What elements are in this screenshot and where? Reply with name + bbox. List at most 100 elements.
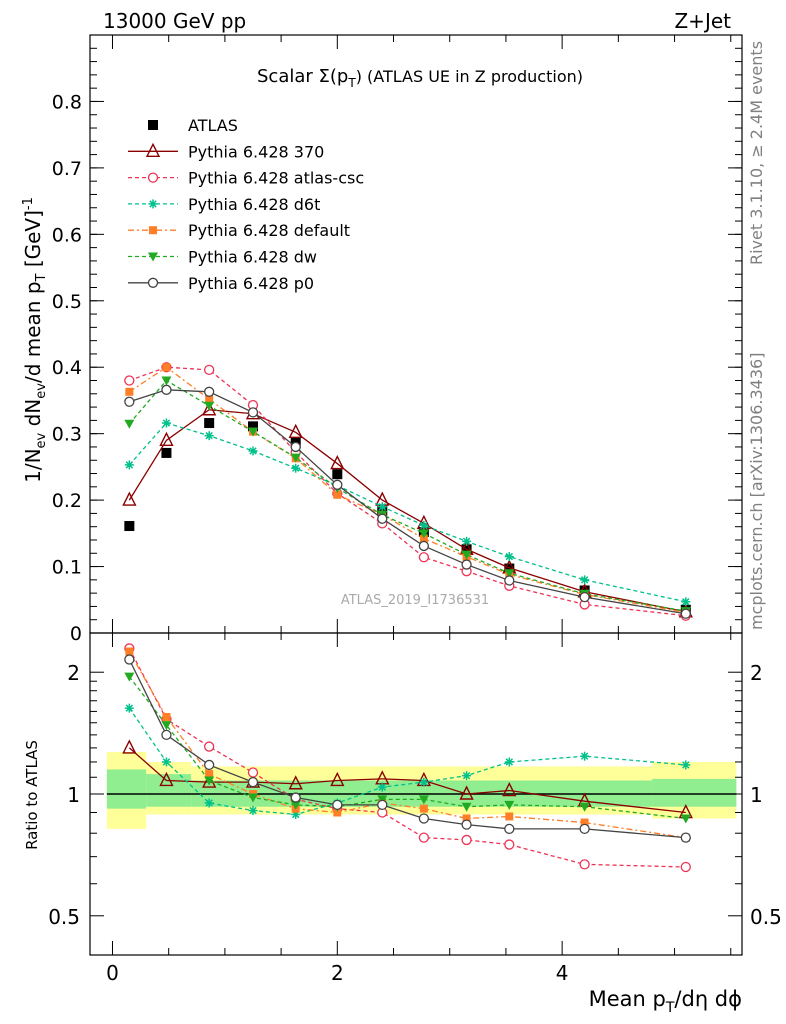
data-point	[205, 395, 214, 404]
main-ytick-label: 0.4	[52, 357, 82, 379]
main-ytick-label: 0.6	[52, 224, 82, 246]
data-point	[504, 552, 514, 562]
ratio-point	[204, 776, 215, 786]
series-5	[124, 376, 691, 617]
main-title: Scalar Σ(pT) (ATLAS UE in Z production)	[257, 66, 583, 90]
ratio-point	[461, 802, 472, 812]
header-left: 13000 GeV pp	[103, 9, 246, 33]
title-part-b: ) (ATLAS UE in Z production)	[356, 67, 583, 86]
main-series	[122, 362, 693, 621]
ratio-point	[502, 781, 517, 797]
main-ytick-label: 0.8	[52, 91, 82, 113]
data-point	[124, 521, 135, 532]
rivet-label: Rivet 3.1.10, ≥ 2.4M events	[747, 41, 766, 265]
ratio-point	[161, 729, 172, 741]
data-point	[288, 423, 303, 439]
ratio-point	[462, 771, 472, 781]
ratio-point	[330, 771, 345, 787]
data-point	[419, 534, 428, 543]
legend-entry: Pythia 6.428 dw	[128, 248, 317, 267]
ratio-point	[204, 741, 215, 752]
xlabel-t: T	[665, 1000, 675, 1016]
ratio-point	[580, 751, 590, 761]
ratio-line	[128, 648, 686, 868]
ratio-point	[205, 770, 214, 779]
ratio-point	[248, 806, 258, 816]
series-0	[124, 418, 691, 615]
data-point	[204, 431, 214, 441]
ratio-series-2	[124, 703, 691, 819]
data-point	[161, 376, 172, 386]
ratio-y-axis-label: Ratio to ATLAS	[23, 740, 41, 850]
main-ytick-label: 0.2	[52, 490, 82, 512]
ratio-ytick-label: 0.5	[48, 905, 80, 929]
data-point	[418, 540, 430, 552]
data-point	[248, 421, 258, 432]
mcplots-label: mcplots.cern.ch [arXiv:1306.3436]	[747, 353, 766, 630]
ratio-point	[504, 839, 515, 850]
ratio-ytick-label-right: 2	[750, 661, 763, 685]
ylabel-t: T	[34, 273, 49, 282]
legend-marker	[148, 120, 158, 130]
ratio-point	[418, 832, 430, 843]
ratio-point	[204, 798, 214, 808]
data-point	[579, 591, 590, 603]
header-right: Z+Jet	[674, 9, 731, 33]
ylabel-sup: -1	[21, 197, 36, 210]
data-point	[204, 364, 215, 376]
main-ytick-label: 0.3	[52, 424, 82, 446]
data-point	[418, 552, 430, 563]
legend-entry: Pythia 6.428 atlas-csc	[128, 169, 364, 188]
main-ytick-label: 0.1	[52, 557, 82, 579]
data-point	[161, 418, 171, 428]
legend-marker	[149, 226, 157, 235]
legend-marker	[147, 277, 159, 288]
ratio-point	[247, 776, 259, 788]
ratio-point	[461, 834, 472, 846]
data-point	[204, 401, 215, 411]
data-point	[124, 419, 135, 429]
ratio-point	[579, 859, 590, 870]
ratio-point	[290, 792, 301, 803]
ratio-panel: 0.5 0.5 1 1 2 2 0 2 4 Ratio to ATLAS Mean pT/dη …	[23, 632, 782, 1016]
title-part-a: Scalar	[257, 66, 319, 87]
legend-entry: Pythia 6.428 d6t	[128, 195, 320, 214]
ratio-point	[680, 832, 691, 843]
ratio-series-5	[124, 654, 691, 843]
data-point	[248, 446, 258, 456]
ratio-point	[333, 808, 342, 817]
ratio-point	[681, 760, 691, 770]
ratio-point	[419, 777, 429, 787]
data-point	[122, 491, 137, 506]
ratio-point	[680, 814, 691, 824]
data-point	[124, 375, 135, 386]
data-point	[202, 401, 217, 416]
data-point	[462, 536, 472, 546]
title-sigma: Σ(p	[319, 66, 349, 87]
data-point	[681, 597, 691, 607]
ratio-point	[248, 793, 258, 803]
ylabel-c: /d mean p	[21, 281, 45, 383]
uncertainty-band-green	[652, 778, 737, 807]
data-point	[419, 520, 429, 530]
ylabel-ev1: ev	[34, 432, 49, 448]
data-point	[461, 559, 472, 570]
ratio-point	[122, 739, 137, 754]
legend-entry: Pythia 6.428 default	[128, 221, 350, 240]
ratio-line	[128, 747, 686, 814]
ratio-point	[459, 785, 474, 800]
ratio-series-1	[124, 643, 691, 873]
ratio-point	[504, 800, 515, 810]
ratio-point	[377, 782, 387, 792]
data-point	[332, 479, 343, 490]
legend-marker	[147, 172, 159, 183]
ratio-point	[332, 799, 343, 811]
ratio-line	[128, 659, 686, 839]
ratio-point	[125, 647, 134, 656]
series-line	[129, 389, 686, 615]
ratio-point	[288, 775, 303, 790]
ratio-point	[418, 813, 430, 824]
data-point	[162, 363, 171, 372]
main-ytick-label: 0.7	[52, 158, 82, 180]
